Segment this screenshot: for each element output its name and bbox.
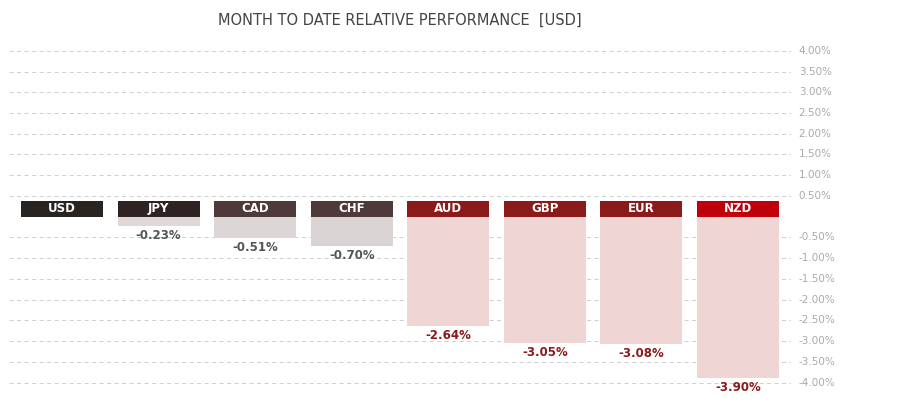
Text: -0.51%: -0.51% [232,241,278,254]
Text: 4.00%: 4.00% [798,46,831,56]
Bar [117,201,200,217]
Text: NZD: NZD [723,202,751,215]
Text: -3.05%: -3.05% [521,346,567,359]
Bar [311,217,392,246]
Text: -0.50%: -0.50% [798,233,834,242]
Bar [600,201,682,217]
Text: CHF: CHF [338,202,365,215]
Bar [407,201,489,217]
Text: -2.00%: -2.00% [798,295,834,305]
Bar [214,217,296,238]
Bar [696,217,778,378]
Title: MONTH TO DATE RELATIVE PERFORMANCE  [USD]: MONTH TO DATE RELATIVE PERFORMANCE [USD] [218,13,582,28]
Text: 1.50%: 1.50% [798,150,831,160]
Text: 2.50%: 2.50% [798,108,831,118]
Text: -0.23%: -0.23% [135,229,182,242]
Bar [21,201,103,217]
Bar [503,201,585,217]
Text: GBP: GBP [531,202,558,215]
Text: -1.00%: -1.00% [798,253,834,263]
Text: AUD: AUD [433,202,461,215]
Bar [600,217,682,344]
Bar [503,217,585,343]
Bar [117,217,200,226]
Text: JPY: JPY [148,202,169,215]
Text: USD: USD [48,202,76,215]
Text: -2.64%: -2.64% [425,329,470,342]
Bar [214,201,296,217]
Text: -3.50%: -3.50% [798,357,834,367]
Bar [407,217,489,326]
Text: 0.50%: 0.50% [798,191,831,201]
Text: -3.00%: -3.00% [798,336,834,346]
Text: -3.08%: -3.08% [618,347,664,360]
Text: -4.00%: -4.00% [798,378,834,388]
Text: EUR: EUR [628,202,654,215]
Text: -2.50%: -2.50% [798,315,834,325]
Text: 3.50%: 3.50% [798,66,831,77]
Text: -1.50%: -1.50% [798,274,834,284]
Text: 3.00%: 3.00% [798,87,831,97]
Text: 1.00%: 1.00% [798,170,831,180]
Text: -0.70%: -0.70% [329,249,374,262]
Text: -3.90%: -3.90% [714,381,760,394]
Bar [311,201,392,217]
Bar [696,201,778,217]
Text: 2.00%: 2.00% [798,129,831,139]
Text: CAD: CAD [241,202,269,215]
